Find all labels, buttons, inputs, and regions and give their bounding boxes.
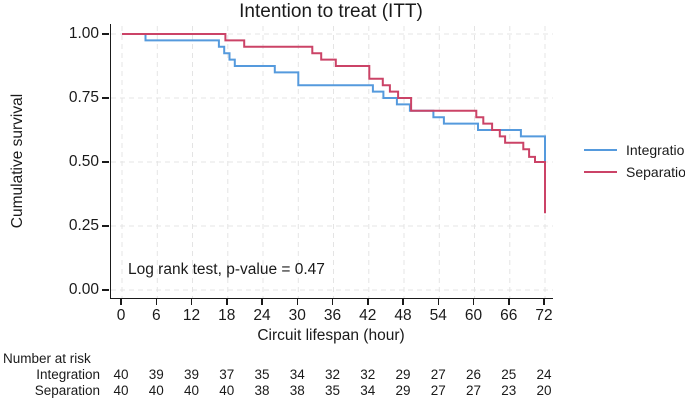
legend-line-swatch [584,149,617,151]
x-tick [226,299,228,305]
risk-value: 38 [254,383,270,398]
risk-row-label: Separation [34,383,100,398]
y-tick-label: 0.25 [68,217,99,234]
risk-value: 40 [113,383,129,398]
y-tick-label: 0.50 [68,153,99,170]
risk-value: 29 [395,383,411,398]
risk-value: 35 [254,367,270,382]
y-tick-label: 0.00 [68,281,99,298]
legend-label: Integration [626,142,685,158]
x-tick-label: 0 [116,307,126,324]
risk-value: 25 [501,367,517,382]
y-tick [102,33,109,35]
x-tick [437,299,439,305]
risk-value: 40 [148,383,164,398]
legend: Integration Separation [584,139,685,183]
risk-value: 32 [360,367,376,382]
survival-curve-separation [122,33,546,214]
x-tick-label: 30 [288,307,306,324]
x-tick [155,299,157,305]
legend-entry-separation: Separation [584,161,685,183]
risk-value: 35 [324,383,341,398]
y-tick-label: 0.75 [68,89,99,106]
y-tick [102,225,109,227]
risk-value: 34 [289,367,305,382]
risk-value: 38 [289,383,305,398]
risk-value: 24 [536,367,552,382]
x-tick-label: 18 [218,307,236,324]
x-tick [367,299,369,305]
x-tick-label: 54 [429,307,447,324]
x-tick [472,299,475,305]
risk-value: 26 [465,367,482,382]
x-tick [296,299,298,305]
y-tick [102,161,109,163]
risk-value: 40 [113,367,129,382]
x-tick-label: 48 [394,307,412,324]
legend-entry-integration: Integration [584,139,685,161]
number-at-risk-title: Number at risk [3,351,91,366]
risk-value: 29 [395,367,411,382]
risk-value: 27 [430,367,446,382]
x-tick-label: 66 [500,307,518,324]
y-tick [102,289,109,291]
plot-area [110,24,553,299]
y-axis-title: Cumulative survival [9,93,26,229]
x-tick [331,299,334,305]
x-tick [543,299,545,305]
survival-curves-canvas [111,26,553,298]
risk-value: 37 [219,367,235,382]
legend-line-swatch [584,171,617,173]
x-tick-label: 60 [464,307,483,324]
x-tick [508,299,510,305]
y-tick-label: 1.00 [68,25,99,42]
risk-row-label: Integration [36,367,100,382]
logrank-annotation: Log rank test, p-value = 0.47 [128,261,325,278]
risk-value: 32 [324,367,341,382]
x-tick-label: 36 [323,307,342,324]
risk-value: 40 [183,383,200,398]
x-tick [120,299,122,305]
x-tick-label: 24 [253,307,271,324]
x-tick [190,299,193,305]
risk-value: 34 [360,383,376,398]
risk-value: 27 [465,383,482,398]
risk-value: 23 [501,383,517,398]
risk-value: 39 [183,367,200,382]
y-tick [102,97,109,99]
risk-value: 27 [430,383,446,398]
risk-value: 39 [148,367,164,382]
chart-title: Intention to treat (ITT) [239,1,423,22]
risk-value: 20 [536,383,552,398]
legend-label: Separation [626,164,685,180]
x-tick-label: 12 [182,307,201,324]
x-tick [261,299,263,305]
risk-value: 40 [219,383,235,398]
x-tick [402,299,404,305]
survival-curve-integration [122,33,546,162]
x-tick-label: 42 [359,307,377,324]
x-tick-label: 6 [151,307,161,324]
x-tick-label: 72 [535,307,553,324]
x-axis-title: Circuit lifespan (hour) [257,327,405,344]
